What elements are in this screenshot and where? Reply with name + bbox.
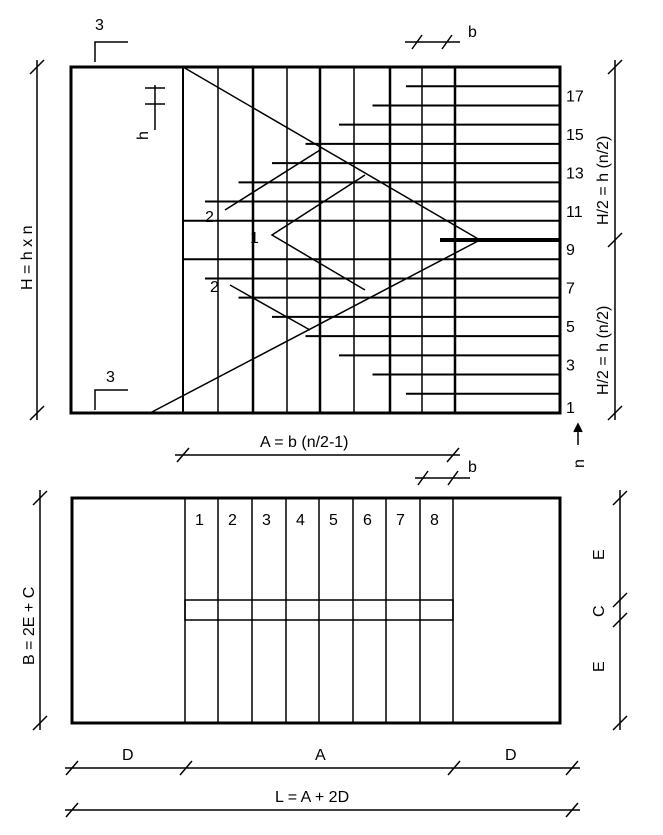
upper-flight-line [182, 66, 481, 241]
label-1: 1 [250, 230, 259, 247]
riser-number: 5 [566, 319, 575, 336]
dim-c: C [591, 605, 608, 617]
dim-plan-width: B = 2E + C [21, 587, 38, 665]
riser-number: 9 [566, 242, 575, 259]
riser-number: 3 [566, 358, 575, 375]
section-mark-bottom-label: 3 [106, 369, 115, 386]
dim-tread-top: b [468, 24, 477, 41]
dim-d-left: D [122, 747, 134, 764]
dim-e-top: E [591, 549, 608, 560]
dim-tread: b [468, 459, 477, 476]
leader-2-upper [224, 149, 321, 211]
tread-numbers: 1 2 3 4 5 6 7 8 [195, 512, 439, 529]
dim-e-bottom: E [591, 661, 608, 672]
tread-number: 5 [329, 512, 338, 529]
dim-d-right: D [505, 747, 517, 764]
riser-number: 11 [566, 204, 583, 221]
dim-total-length: L = A + 2D [275, 789, 349, 806]
leader-2-lower [229, 284, 311, 331]
section-grid [183, 67, 560, 413]
axis-n: n [571, 459, 588, 468]
tread-number: 1 [195, 512, 204, 529]
tread-number: 2 [228, 512, 237, 529]
section-mark-top-label: 3 [95, 17, 104, 34]
tread-number: 3 [262, 512, 271, 529]
tread-number: 7 [396, 512, 405, 529]
dimension-lines [29, 34, 628, 818]
riser-number: 13 [566, 165, 584, 182]
label-2-lower: 2 [210, 279, 219, 296]
tread-number: 4 [296, 512, 305, 529]
tread-number: 6 [363, 512, 372, 529]
dim-half-upper: H/2 = h (n/2) [595, 136, 612, 225]
stair-section [69, 41, 562, 415]
dim-flight-length: A = b (n/2-1) [260, 434, 349, 451]
dim-height-total: H = h x n [19, 226, 36, 290]
riser-number: 1 [566, 400, 575, 417]
riser-number: 15 [566, 127, 584, 144]
stair-plan [70, 496, 562, 725]
riser-number: 17 [566, 88, 584, 105]
dim-riser: h [135, 131, 152, 140]
dim-half-lower: H/2 = h (n/2) [595, 306, 612, 395]
plan-outline [70, 496, 562, 725]
riser-number: 7 [566, 281, 575, 298]
lower-flight-line [149, 239, 481, 414]
leader-1 [270, 174, 366, 291]
section-mark-bottom [94, 389, 128, 410]
tread-number: 8 [430, 512, 439, 529]
dim-a: A [315, 747, 326, 764]
label-2-upper: 2 [205, 209, 214, 226]
section-mark-top [94, 41, 128, 62]
